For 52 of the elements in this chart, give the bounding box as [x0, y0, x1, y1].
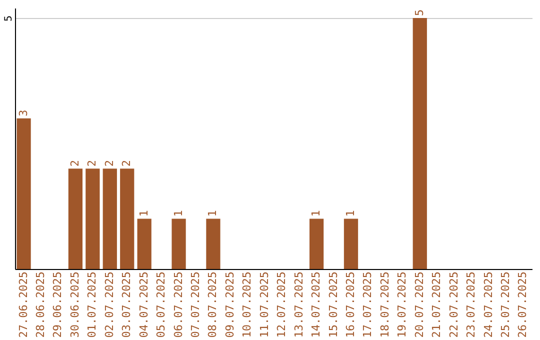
- data-label: 2: [120, 160, 134, 167]
- x-tick-label: 01.07.2025: [86, 272, 99, 338]
- x-tick-label: 10.07.2025: [240, 272, 254, 338]
- bar: [102, 168, 117, 269]
- x-tick-label: 21.07.2025: [430, 272, 444, 338]
- x-tick-label: 18.07.2025: [378, 272, 392, 338]
- bar: [16, 118, 31, 269]
- x-tick-label: 29.06.2025: [51, 272, 64, 338]
- bar: [137, 218, 152, 269]
- data-label: 1: [344, 210, 357, 217]
- x-tick-label: 02.07.2025: [102, 272, 116, 338]
- bar: [172, 218, 186, 269]
- x-tick-label: 04.07.2025: [137, 272, 150, 338]
- x-tick-label: 13.07.2025: [292, 272, 306, 338]
- x-tick-label: 30.06.2025: [68, 272, 82, 338]
- x-tick-label: 24.07.2025: [482, 272, 495, 338]
- x-tick-label: 20.07.2025: [412, 272, 426, 338]
- data-label: 1: [172, 210, 185, 217]
- data-label: 2: [68, 160, 82, 167]
- x-tick-label: 12.07.2025: [275, 272, 288, 338]
- x-tick-label: 07.07.2025: [189, 272, 202, 338]
- x-tick-label: 11.07.2025: [258, 272, 271, 338]
- data-label: 2: [102, 160, 116, 167]
- x-tick-label: 22.07.2025: [447, 272, 460, 338]
- bar: [412, 18, 427, 269]
- bar: [120, 168, 134, 269]
- x-tick-label: 27.06.2025: [16, 272, 30, 338]
- data-label: 1: [310, 210, 323, 217]
- bar: [309, 218, 324, 269]
- data-label: 2: [86, 160, 99, 167]
- x-tick-label: 08.07.2025: [206, 272, 220, 338]
- x-tick-label: 25.07.2025: [498, 272, 512, 338]
- x-tick-label: 06.07.2025: [172, 272, 185, 338]
- x-tick-label: 03.07.2025: [120, 272, 134, 338]
- bar: [344, 218, 358, 269]
- x-tick-label: 14.07.2025: [310, 272, 323, 338]
- bar: [68, 168, 83, 269]
- bar: [86, 168, 100, 269]
- x-tick-label: 19.07.2025: [396, 272, 409, 338]
- x-tick-label: 16.07.2025: [344, 272, 357, 338]
- x-tick-label: 09.07.2025: [223, 272, 236, 338]
- data-label: 5: [412, 9, 426, 16]
- x-tick-label: 28.06.2025: [34, 272, 48, 338]
- data-label: 3: [16, 110, 30, 116]
- x-tick-label: 17.07.2025: [361, 272, 374, 338]
- x-tick-label: 15.07.2025: [326, 272, 340, 338]
- x-tick-label: 05.07.2025: [154, 272, 168, 338]
- x-tick-label: 23.07.2025: [464, 272, 478, 338]
- data-label: 1: [206, 210, 220, 217]
- data-label: 1: [137, 210, 150, 217]
- x-tick-label: 26.07.2025: [516, 272, 530, 338]
- bar: [206, 218, 220, 269]
